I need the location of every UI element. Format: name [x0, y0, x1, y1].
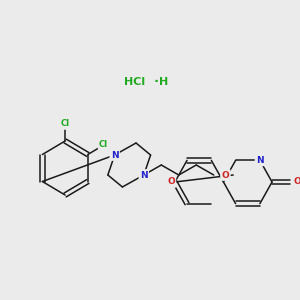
Text: N: N: [140, 170, 148, 179]
Text: N: N: [256, 156, 264, 165]
Text: O: O: [293, 178, 300, 187]
Text: HCl: HCl: [124, 77, 146, 87]
Text: ·: ·: [154, 76, 159, 88]
Text: O: O: [221, 170, 229, 179]
Text: Cl: Cl: [61, 119, 70, 128]
Text: O: O: [167, 178, 175, 187]
Text: N: N: [111, 151, 119, 160]
Text: Cl: Cl: [99, 140, 108, 149]
Text: H: H: [159, 77, 169, 87]
